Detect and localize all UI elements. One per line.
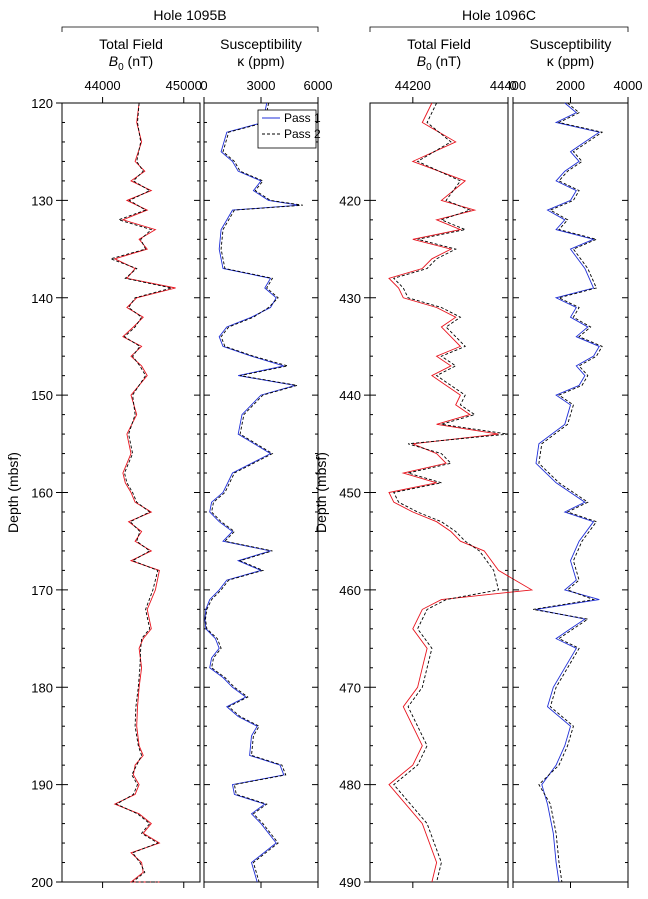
series-line-pass-2 — [392, 102, 509, 883]
hole-bracket — [369, 26, 629, 32]
x-tick-label: 44000 — [85, 78, 121, 93]
x-tick-label: 4000 — [614, 78, 643, 93]
panel-title: Susceptibility — [530, 36, 612, 52]
series-line-pass-2 — [109, 102, 172, 883]
series-line-pass-2 — [205, 102, 303, 883]
x-tick-label: 2000 — [556, 78, 585, 93]
plot-frame — [369, 102, 509, 883]
series-line-pass-1 — [204, 102, 300, 883]
x-axis-label: κ (ppm) — [547, 53, 594, 69]
legend-label: Pass 1 — [284, 111, 321, 125]
y-tick-label: 450 — [339, 486, 361, 501]
hole-label: Hole 1095B — [153, 7, 226, 23]
panel-title: Susceptibility — [220, 36, 302, 52]
x-axis-label: B0 (nT) — [417, 53, 461, 73]
y-tick-label: 130 — [31, 193, 53, 208]
hole-header-2: Hole 1096C — [369, 7, 629, 32]
y-tick-label: 480 — [339, 778, 361, 793]
legend-label: Pass 2 — [284, 127, 321, 141]
y-tick-label: 440 — [339, 388, 361, 403]
y-axis-label: Depth (mbsf) — [5, 452, 21, 533]
y-tick-label: 200 — [31, 875, 53, 890]
x-axis-label: κ (ppm) — [237, 53, 284, 69]
legend: Pass 1 Pass 2 — [257, 109, 321, 149]
hole-header-1: Hole 1095B — [61, 7, 319, 32]
x-axis-label: B0 (nT) — [109, 53, 153, 73]
hole-bracket — [61, 26, 319, 32]
y-tick-label: 190 — [31, 778, 53, 793]
y-tick-label: 430 — [339, 291, 361, 306]
y-axis-label: Depth (mbsf) — [313, 452, 329, 533]
x-tick-label: 3000 — [247, 78, 276, 93]
y-tick-label: 180 — [31, 680, 53, 695]
x-tick-label: 45000 — [166, 78, 202, 93]
hole-label: Hole 1096C — [462, 7, 536, 23]
y-tick-label: 170 — [31, 583, 53, 598]
y-tick-label: 490 — [339, 875, 361, 890]
series-line-pass-2 — [533, 102, 604, 883]
y-tick-label: 420 — [339, 193, 361, 208]
x-tick-label: 44400 — [490, 78, 526, 93]
hole-headers: Hole 1095B Hole 1096C — [61, 7, 629, 32]
series-line-pass-1 — [535, 102, 601, 883]
y-tick-label: 120 — [31, 96, 53, 111]
x-tick-label: 44200 — [395, 78, 431, 93]
y-tick-label: 470 — [339, 680, 361, 695]
panel-title: Total Field — [99, 36, 163, 52]
y-tick-label: 150 — [31, 388, 53, 403]
plot-frame — [203, 102, 319, 883]
series-line-pass-1 — [113, 102, 176, 883]
panel-title: Total Field — [407, 36, 471, 52]
x-tick-label: 0 — [509, 78, 516, 93]
plot-frame — [512, 102, 629, 883]
x-tick-label: 0 — [200, 78, 207, 93]
y-tick-label: 140 — [31, 291, 53, 306]
y-tick-label: 460 — [339, 583, 361, 598]
x-tick-label: 6000 — [304, 78, 333, 93]
series-line-pass-1 — [388, 102, 534, 883]
legend-box — [257, 109, 317, 149]
y-tick-label: 160 — [31, 486, 53, 501]
